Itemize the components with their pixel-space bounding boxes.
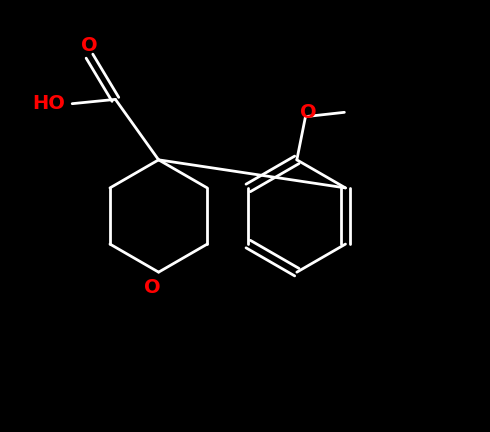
Text: O: O — [300, 103, 317, 122]
Text: O: O — [81, 36, 98, 55]
Text: HO: HO — [32, 94, 65, 113]
Text: O: O — [144, 278, 160, 297]
